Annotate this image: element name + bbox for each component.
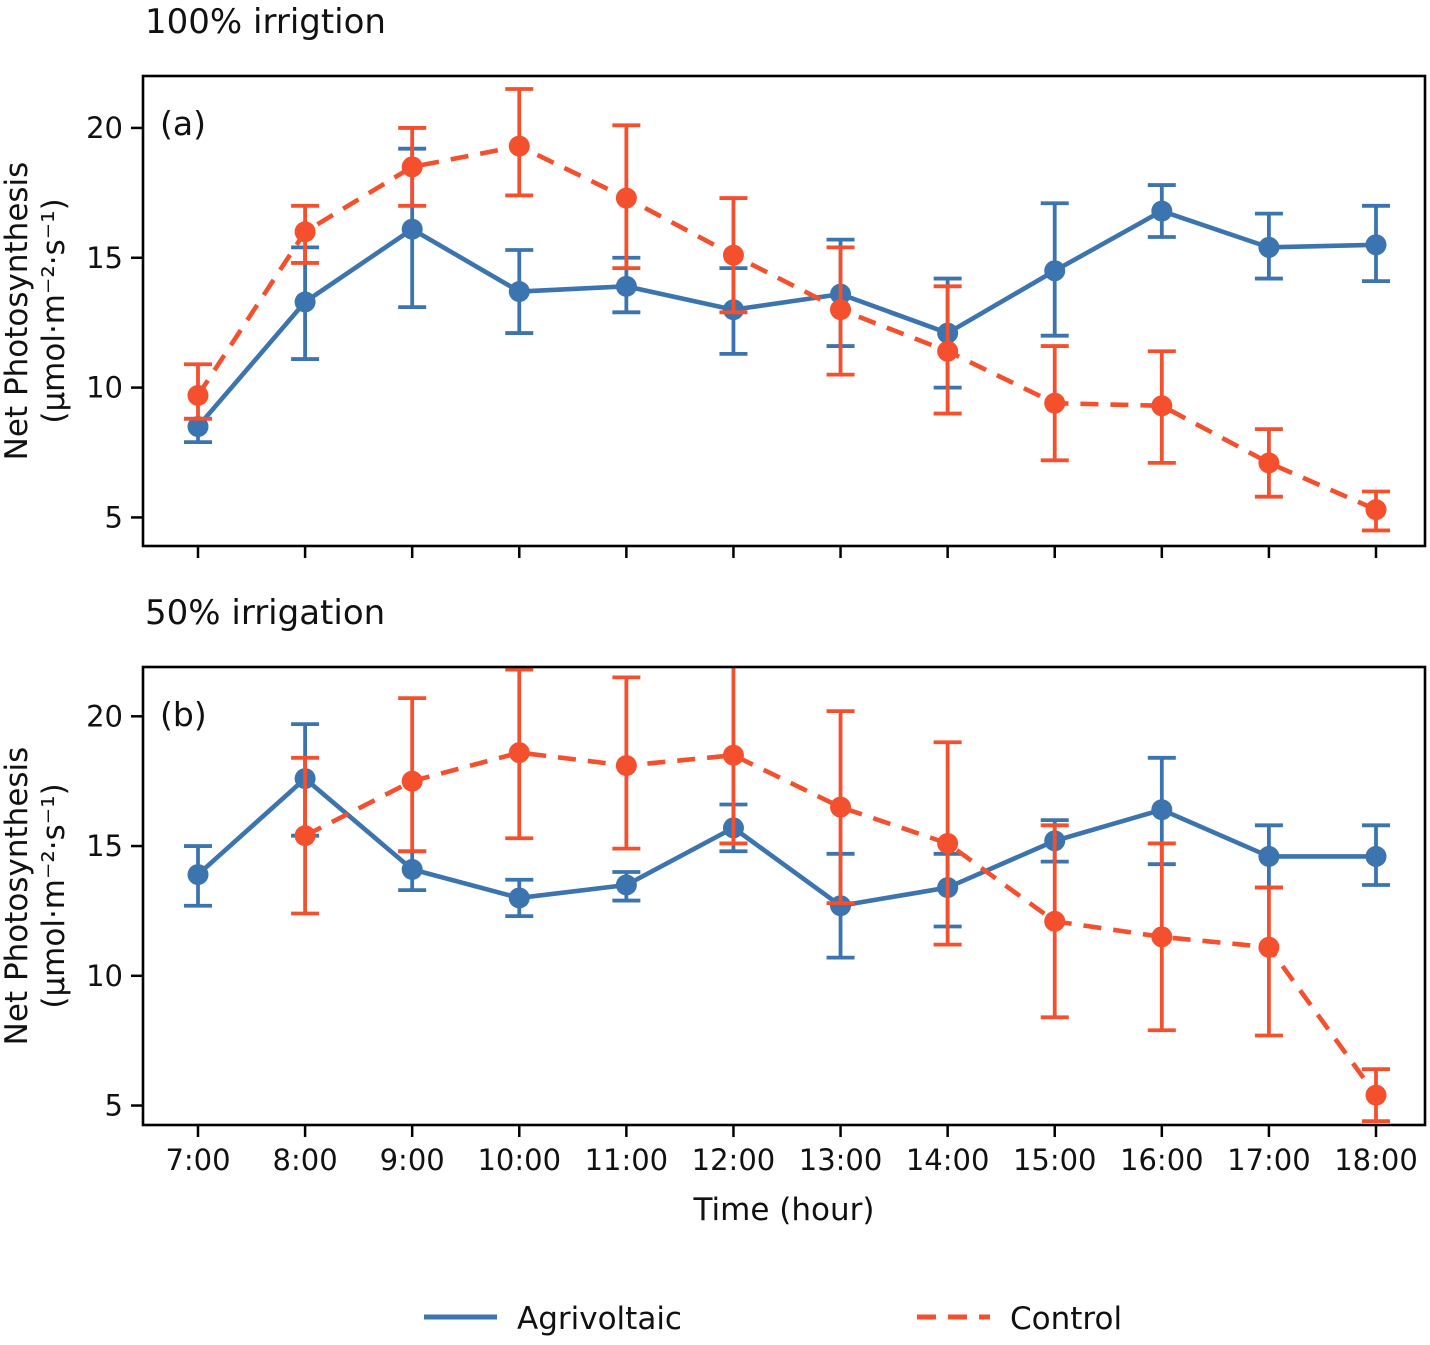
y-tick-label: 5 <box>105 1089 123 1123</box>
y-tick-label: 15 <box>86 241 123 275</box>
control-marker <box>1258 452 1280 474</box>
control-marker <box>1365 499 1387 521</box>
agrivoltaic-marker <box>830 895 852 917</box>
agrivoltaic-series-b <box>184 722 1390 960</box>
control-marker <box>401 770 423 792</box>
y-axis-label-line2: (μmol·m⁻²·s⁻¹) <box>36 783 72 1008</box>
control-series-a <box>184 87 1390 533</box>
y-tick-label: 5 <box>105 500 123 534</box>
agrivoltaic-marker <box>1151 200 1173 222</box>
x-tick-label: 8:00 <box>273 1143 338 1177</box>
x-tick-label: 7:00 <box>165 1143 230 1177</box>
agrivoltaic-marker <box>1258 236 1280 258</box>
x-tick-label: 9:00 <box>380 1143 445 1177</box>
control-line <box>196 143 1377 512</box>
control-marker <box>615 755 637 777</box>
control-marker <box>1044 910 1066 932</box>
control-marker <box>615 187 637 209</box>
panel-b-title: 50% irrigation <box>145 593 385 633</box>
agrivoltaic-series-a <box>184 146 1390 445</box>
control-marker <box>508 742 530 764</box>
control-marker <box>294 221 316 243</box>
control-marker <box>508 135 530 157</box>
agrivoltaic-marker <box>1365 845 1387 867</box>
y-tick-label: 10 <box>86 371 123 405</box>
control-marker <box>294 825 316 847</box>
panel-b-x-axis: 7:00 8:00 9:00 10:00 11:00 12:00 13:00 14:00 15:… <box>165 1125 1418 1177</box>
x-tick-label: 12:00 <box>692 1143 776 1177</box>
panel-a-y-axis: 5 10 15 20 <box>86 111 143 534</box>
control-marker <box>401 156 423 178</box>
control-marker <box>937 340 959 362</box>
x-tick-label: 16:00 <box>1120 1143 1204 1177</box>
agrivoltaic-line <box>196 776 1376 909</box>
x-tick-label: 14:00 <box>906 1143 990 1177</box>
agrivoltaic-marker <box>508 887 530 909</box>
panel-b: 50% irrigation (b) 5 10 15 20 7:00 8:00 9:00 10:0… <box>0 593 1427 1177</box>
x-tick-label: 13:00 <box>799 1143 883 1177</box>
y-axis-label-line1: Net Photosynthesis <box>0 747 35 1046</box>
control-marker <box>937 832 959 854</box>
x-tick-label: 17:00 <box>1227 1143 1311 1177</box>
y-tick-label: 20 <box>86 111 123 145</box>
panel-a-title: 100% irrigtion <box>145 2 386 42</box>
panel-b-y-axis: 5 10 15 20 <box>86 699 143 1123</box>
agrivoltaic-marker <box>1044 260 1066 282</box>
x-tick-label: 11:00 <box>585 1143 669 1177</box>
control-marker <box>830 796 852 818</box>
control-marker <box>830 299 852 321</box>
x-tick-label: 18:00 <box>1334 1143 1418 1177</box>
agrivoltaic-marker <box>1258 845 1280 867</box>
y-tick-label: 15 <box>86 829 123 863</box>
panel-a-frame <box>141 74 1427 548</box>
control-line <box>304 750 1378 1097</box>
x-tick-label: 10:00 <box>477 1143 561 1177</box>
agrivoltaic-marker <box>401 858 423 880</box>
panel-a-letter: (a) <box>160 104 206 143</box>
control-marker <box>1044 392 1066 414</box>
control-marker <box>722 744 744 766</box>
y-tick-label: 10 <box>86 959 123 993</box>
agrivoltaic-marker <box>508 281 530 303</box>
panel-b-frame <box>141 665 1427 1127</box>
control-marker <box>1151 926 1173 948</box>
panel-a-x-axis <box>196 546 1378 558</box>
y-axis-label-line2: (μmol·m⁻²·s⁻¹) <box>36 198 72 423</box>
y-tick-label: 20 <box>86 699 123 733</box>
agrivoltaic-marker <box>294 291 316 313</box>
agrivoltaic-marker <box>1151 799 1173 821</box>
agrivoltaic-line <box>196 208 1377 429</box>
panel-a: 100% irrigtion (a) 5 10 15 20 Net Photosynthes… <box>0 2 1427 558</box>
control-marker <box>1151 395 1173 417</box>
legend-label-agrivoltaic: Agrivoltaic <box>517 1301 682 1337</box>
control-marker <box>187 384 209 406</box>
control-marker <box>1258 936 1280 958</box>
legend-item-control: Control <box>917 1301 1122 1337</box>
agrivoltaic-marker <box>615 874 637 896</box>
x-axis-label: Time (hour) <box>693 1192 875 1228</box>
x-tick-label: 15:00 <box>1013 1143 1097 1177</box>
control-series-b <box>291 667 1390 1124</box>
legend: Agrivoltaic Control <box>424 1301 1122 1337</box>
agrivoltaic-marker <box>401 218 423 240</box>
agrivoltaic-marker <box>187 416 209 438</box>
legend-item-agrivoltaic: Agrivoltaic <box>424 1301 682 1337</box>
panel-b-letter: (b) <box>160 695 207 734</box>
control-marker <box>722 244 744 266</box>
agrivoltaic-marker <box>187 864 209 886</box>
y-axis-label-line1: Net Photosynthesis <box>0 162 35 461</box>
control-marker <box>1365 1084 1387 1106</box>
legend-label-control: Control <box>1010 1301 1122 1337</box>
agrivoltaic-marker <box>615 275 637 297</box>
agrivoltaic-marker <box>1365 234 1387 256</box>
